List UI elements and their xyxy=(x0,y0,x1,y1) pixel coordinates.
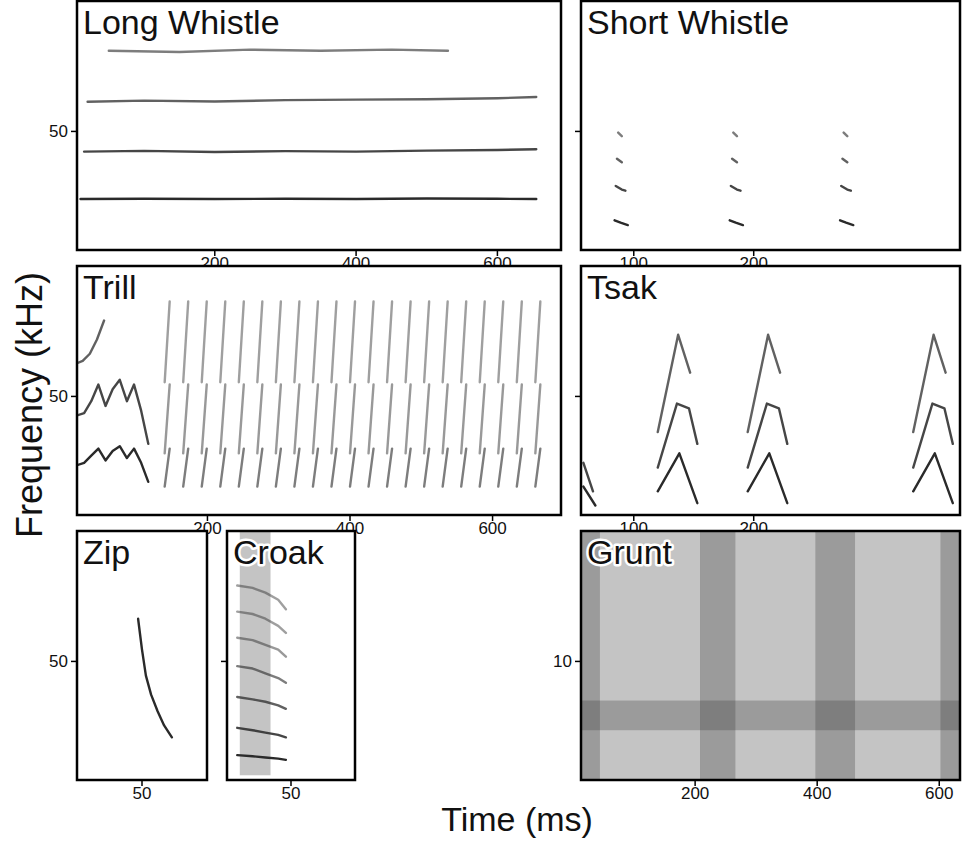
panel-title: Short Whistle xyxy=(587,3,789,41)
x-tick-label: 400 xyxy=(803,784,831,803)
contour xyxy=(109,50,448,52)
y-tick-label: 50 xyxy=(49,387,68,406)
frame xyxy=(581,1,960,250)
contour xyxy=(88,97,537,102)
contour xyxy=(165,302,541,383)
marks xyxy=(138,619,172,738)
energy-band xyxy=(581,701,960,731)
contour xyxy=(237,697,286,709)
energy-band xyxy=(940,531,960,780)
frame xyxy=(581,531,960,780)
marks xyxy=(77,302,540,487)
x-tick-label: 200 xyxy=(681,784,709,803)
contour xyxy=(84,149,536,152)
contour xyxy=(237,728,286,737)
panel-title: Zip xyxy=(83,533,130,571)
panel: 200 400 600 10 Grunt xyxy=(553,531,960,803)
panel-title: Tsak xyxy=(587,268,658,306)
frame xyxy=(77,1,561,250)
plot-background xyxy=(581,531,960,780)
contour xyxy=(237,638,286,657)
y-tick xyxy=(71,396,77,398)
y-tick xyxy=(575,131,581,133)
contour xyxy=(616,186,851,191)
contour xyxy=(165,449,541,487)
contour xyxy=(583,453,952,505)
contour xyxy=(81,197,537,200)
panel-title: Croak xyxy=(233,533,325,571)
contour xyxy=(138,619,172,738)
frame xyxy=(227,531,355,780)
panel-title: Trill xyxy=(83,268,137,306)
y-tick xyxy=(71,131,77,133)
x-tick-label: 50 xyxy=(133,784,152,803)
panel: 20040060050Long Whistle xyxy=(49,1,561,273)
x-tick-label: 600 xyxy=(478,519,506,538)
panel: 100200Tsak xyxy=(575,266,960,538)
contour xyxy=(237,612,286,633)
y-tick-label: 50 xyxy=(49,652,68,671)
contour xyxy=(77,321,104,364)
contour xyxy=(237,755,286,760)
frame xyxy=(77,266,561,515)
contour xyxy=(618,133,847,137)
panel: 20040060050Trill xyxy=(49,266,561,538)
panel: 50 Croak xyxy=(221,531,355,803)
panel-title: Grunt xyxy=(587,533,673,571)
panel-title: Long Whistle xyxy=(83,3,280,41)
panel: 100200Short Whistle xyxy=(575,1,960,273)
x-tick-label: 600 xyxy=(925,784,953,803)
y-tick-label: 50 xyxy=(49,122,68,141)
y-tick xyxy=(71,661,77,663)
y-axis-title: Frequency (kHz) xyxy=(9,272,50,538)
contour xyxy=(617,159,847,163)
contour xyxy=(237,586,286,610)
x-axis-title: Time (ms) xyxy=(441,800,593,838)
contour xyxy=(77,446,148,482)
marks xyxy=(581,531,960,780)
energy-band xyxy=(700,531,735,780)
frame xyxy=(581,266,960,515)
contour xyxy=(658,335,946,432)
contour xyxy=(77,380,148,444)
y-tick xyxy=(575,396,581,398)
plot-background xyxy=(581,1,960,250)
plot-background xyxy=(77,1,561,250)
x-tick-label: 50 xyxy=(282,784,301,803)
plot-background xyxy=(77,266,561,515)
plot-background xyxy=(227,531,355,780)
contour xyxy=(583,404,952,492)
energy-band xyxy=(581,531,960,780)
y-tick-label: 10 xyxy=(553,652,572,671)
y-tick xyxy=(221,661,227,663)
figure: 200 400 600 50 Long Whistle 100200Short Whist… xyxy=(0,0,967,841)
energy-band xyxy=(815,531,855,780)
plot-background xyxy=(77,531,207,780)
contour xyxy=(615,220,854,225)
panel: 50 50 Zip xyxy=(49,531,207,803)
y-tick xyxy=(575,661,581,663)
contour xyxy=(165,385,541,454)
marks xyxy=(615,133,854,225)
frame xyxy=(77,531,207,780)
marks xyxy=(81,50,537,199)
contour xyxy=(237,666,286,683)
marks xyxy=(583,335,952,506)
plot-background xyxy=(581,266,960,515)
